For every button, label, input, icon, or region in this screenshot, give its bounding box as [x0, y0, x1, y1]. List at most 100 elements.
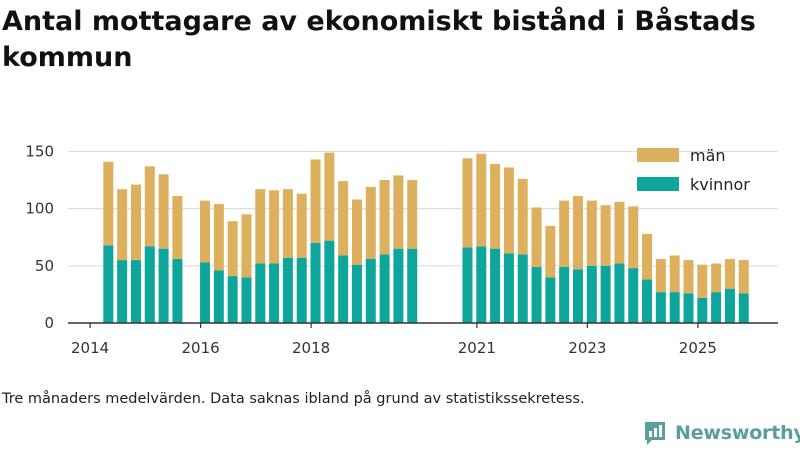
bar-man — [269, 190, 280, 264]
brand-logo[interactable]: Newsworthy — [643, 420, 800, 446]
x-tick-label: 2023 — [568, 339, 606, 357]
bar-man — [642, 233, 653, 280]
bar-man — [545, 225, 556, 278]
bar-kvinnor — [600, 265, 611, 323]
bar-kvinnor — [103, 245, 114, 323]
bar-man — [683, 260, 694, 294]
bar-man — [600, 205, 611, 266]
bar-kvinnor — [531, 266, 542, 323]
legend: män kvinnor — [637, 146, 750, 194]
brand-name: Newsworthy — [675, 422, 800, 444]
bar-man — [738, 260, 749, 294]
bar-man — [310, 159, 321, 243]
bar-kvinnor — [738, 293, 749, 323]
bar-man — [282, 189, 293, 258]
bar-kvinnor — [172, 258, 183, 323]
bar-man — [130, 184, 141, 261]
bar-man — [724, 258, 735, 289]
bar-man — [572, 196, 583, 270]
bar-man — [213, 204, 224, 271]
bar-kvinnor — [158, 248, 169, 323]
bar-kvinnor — [269, 263, 280, 323]
bar-man — [503, 167, 514, 254]
x-tick-label: 2021 — [458, 339, 496, 357]
bar-man — [144, 166, 155, 247]
bar-man — [697, 264, 708, 298]
bar-man — [200, 200, 211, 263]
bar-kvinnor — [724, 288, 735, 323]
legend-label-man: män — [690, 146, 726, 165]
bar-kvinnor — [586, 265, 597, 323]
y-tick-label: 50 — [35, 257, 54, 275]
bar-kvinnor — [517, 254, 528, 323]
bar-man — [296, 193, 307, 258]
bar-kvinnor — [490, 248, 501, 323]
bar-kvinnor — [255, 263, 266, 323]
newsworthy-logo-icon — [645, 422, 665, 445]
bar-chart: 0 50 100 150 2014 2016 2018 2021 2023 2025 män kv… — [25, 142, 778, 357]
bar-kvinnor — [711, 292, 722, 323]
bar-kvinnor — [117, 260, 128, 323]
x-tick-label: 2016 — [182, 339, 220, 357]
bar-kvinnor — [241, 277, 252, 323]
x-tick-label: 2018 — [292, 339, 330, 357]
bar-kvinnor — [310, 242, 321, 323]
bar-man — [614, 201, 625, 264]
bar-kvinnor — [683, 293, 694, 323]
bar-man — [103, 161, 114, 246]
bar-man — [669, 255, 680, 293]
bar-kvinnor — [393, 248, 404, 323]
bar-kvinnor — [227, 276, 238, 323]
bar-man — [172, 196, 183, 259]
legend-swatch-man — [637, 148, 679, 162]
bar-kvinnor — [614, 263, 625, 323]
bar-kvinnor — [669, 292, 680, 323]
bar-kvinnor — [365, 258, 376, 323]
bar-kvinnor — [572, 269, 583, 323]
y-tick-label: 0 — [44, 314, 54, 332]
bar-kvinnor — [130, 260, 141, 323]
bar-man — [351, 199, 362, 265]
bar-man — [241, 214, 252, 278]
bar-man — [476, 153, 487, 247]
bar-man — [338, 181, 349, 256]
bar-man — [655, 258, 666, 293]
bar-man — [407, 180, 418, 249]
bars — [103, 152, 749, 323]
bar-man — [490, 164, 501, 249]
bar-man — [628, 206, 639, 269]
bar-man — [227, 221, 238, 277]
x-tick-label: 2025 — [679, 339, 717, 357]
bar-man — [531, 207, 542, 267]
bar-kvinnor — [213, 270, 224, 323]
bar-man — [517, 178, 528, 255]
bar-kvinnor — [351, 264, 362, 323]
bar-kvinnor — [503, 253, 514, 323]
chart-title: Antal mottagare av ekonomiskt bistånd i … — [2, 6, 756, 73]
bar-kvinnor — [200, 262, 211, 323]
bar-man — [379, 180, 390, 255]
y-tick-label: 150 — [25, 142, 54, 160]
bar-man — [255, 189, 266, 264]
bar-kvinnor — [407, 248, 418, 323]
y-tick-label: 100 — [25, 200, 54, 218]
bar-kvinnor — [697, 297, 708, 323]
bar-kvinnor — [655, 292, 666, 323]
bar-kvinnor — [282, 257, 293, 323]
bar-kvinnor — [462, 247, 473, 323]
bar-man — [117, 189, 128, 261]
footnote: Tre månaders medelvärden. Data saknas ib… — [2, 391, 585, 407]
bar-kvinnor — [338, 255, 349, 323]
x-tick-label: 2014 — [71, 339, 109, 357]
bar-kvinnor — [545, 277, 556, 323]
bar-kvinnor — [144, 246, 155, 323]
bar-man — [158, 174, 169, 249]
axes: 0 50 100 150 2014 2016 2018 2021 2023 2025 — [25, 142, 778, 357]
bar-kvinnor — [324, 240, 335, 323]
bar-kvinnor — [559, 266, 570, 323]
legend-swatch-kvinnor — [637, 177, 679, 191]
bar-kvinnor — [296, 257, 307, 323]
bar-man — [393, 175, 404, 249]
bar-kvinnor — [379, 254, 390, 323]
bar-kvinnor — [642, 279, 653, 323]
